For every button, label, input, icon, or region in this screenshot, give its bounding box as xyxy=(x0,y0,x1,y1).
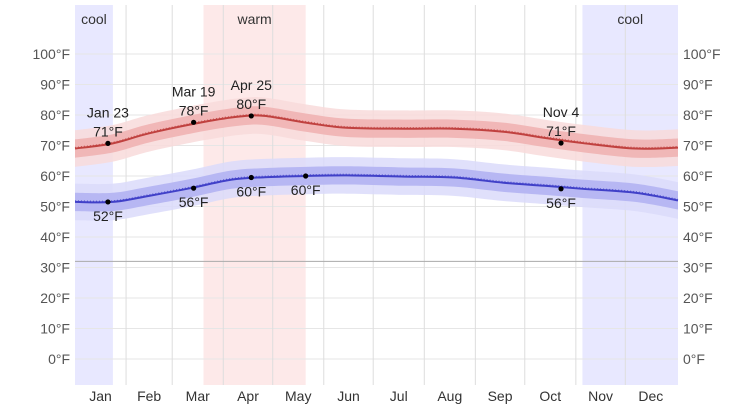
annotation-value: 56°F xyxy=(546,195,576,211)
y-tick-right: 10°F xyxy=(683,321,713,337)
season-label-cool: cool xyxy=(617,11,643,27)
annotation-date: Mar 19 xyxy=(172,83,216,99)
annotation-date: Nov 4 xyxy=(543,104,580,120)
series-line-1 xyxy=(74,174,679,204)
month-label-jun: Jun xyxy=(337,388,360,404)
annotation-point xyxy=(191,185,197,191)
y-tick-right: 80°F xyxy=(683,107,713,123)
annotation-value: 56°F xyxy=(179,194,209,210)
season-label-cool: cool xyxy=(81,11,107,27)
y-tick-right: 20°F xyxy=(683,290,713,306)
annotation-point xyxy=(248,113,254,119)
annotation-point xyxy=(191,119,197,125)
month-label-may: May xyxy=(285,388,311,404)
annotation-point xyxy=(558,186,564,192)
y-tick-left: 100°F xyxy=(32,46,70,62)
annotation-date: Apr 25 xyxy=(231,77,272,93)
month-label-feb: Feb xyxy=(137,388,161,404)
y-tick-right: 70°F xyxy=(683,138,713,154)
y-tick-left: 70°F xyxy=(40,138,70,154)
month-label-mar: Mar xyxy=(186,388,210,404)
y-tick-right: 0°F xyxy=(683,351,705,367)
month-label-apr: Apr xyxy=(237,388,259,404)
y-tick-right: 60°F xyxy=(683,168,713,184)
labels: cool warm cool 0°F 0°F 10°F 10°F 20°F 20°F 30°F 30… xyxy=(32,11,720,404)
month-label-jul: Jul xyxy=(390,388,408,404)
y-tick-right: 90°F xyxy=(683,77,713,93)
annotation-point xyxy=(248,174,254,181)
y-tick-right: 30°F xyxy=(683,260,713,276)
annotation-points xyxy=(105,113,564,205)
y-tick-right: 50°F xyxy=(683,199,713,215)
annotation-point xyxy=(303,173,309,179)
temperature-lines xyxy=(74,113,679,204)
month-label-jan: Jan xyxy=(89,388,112,404)
series-dotted-1 xyxy=(74,173,679,202)
y-tick-left: 60°F xyxy=(40,168,70,184)
annotation-date: Jan 23 xyxy=(87,104,129,120)
annotation-value: 52°F xyxy=(93,208,123,224)
annotation-value: 71°F xyxy=(93,123,123,139)
y-tick-right: 40°F xyxy=(683,229,713,245)
annotation-value: 80°F xyxy=(236,96,266,112)
annotation-value: 60°F xyxy=(291,182,321,198)
annotation-point xyxy=(558,140,564,146)
annotation-value: 60°F xyxy=(236,184,266,200)
annotation-point xyxy=(105,199,111,205)
band-inner-1 xyxy=(75,166,678,212)
annotation-value: 71°F xyxy=(546,123,576,139)
month-label-dec: Dec xyxy=(638,388,663,404)
month-label-oct: Oct xyxy=(539,388,561,404)
series-dotted-0 xyxy=(74,113,679,149)
month-label-nov: Nov xyxy=(588,388,613,404)
y-tick-left: 0°F xyxy=(48,351,70,367)
y-tick-left: 10°F xyxy=(40,321,70,337)
season-label-warm: warm xyxy=(236,11,271,27)
annotation-point xyxy=(105,140,111,146)
month-label-aug: Aug xyxy=(437,388,462,404)
y-tick-left: 50°F xyxy=(40,199,70,215)
y-tick-left: 40°F xyxy=(40,229,70,245)
annotation-value: 78°F xyxy=(179,102,209,118)
month-label-sep: Sep xyxy=(488,388,513,404)
y-tick-left: 80°F xyxy=(40,107,70,123)
y-tick-left: 90°F xyxy=(40,77,70,93)
series-line-0 xyxy=(74,114,679,150)
y-tick-left: 30°F xyxy=(40,260,70,276)
y-tick-left: 20°F xyxy=(40,290,70,306)
y-tick-right: 100°F xyxy=(683,46,721,62)
